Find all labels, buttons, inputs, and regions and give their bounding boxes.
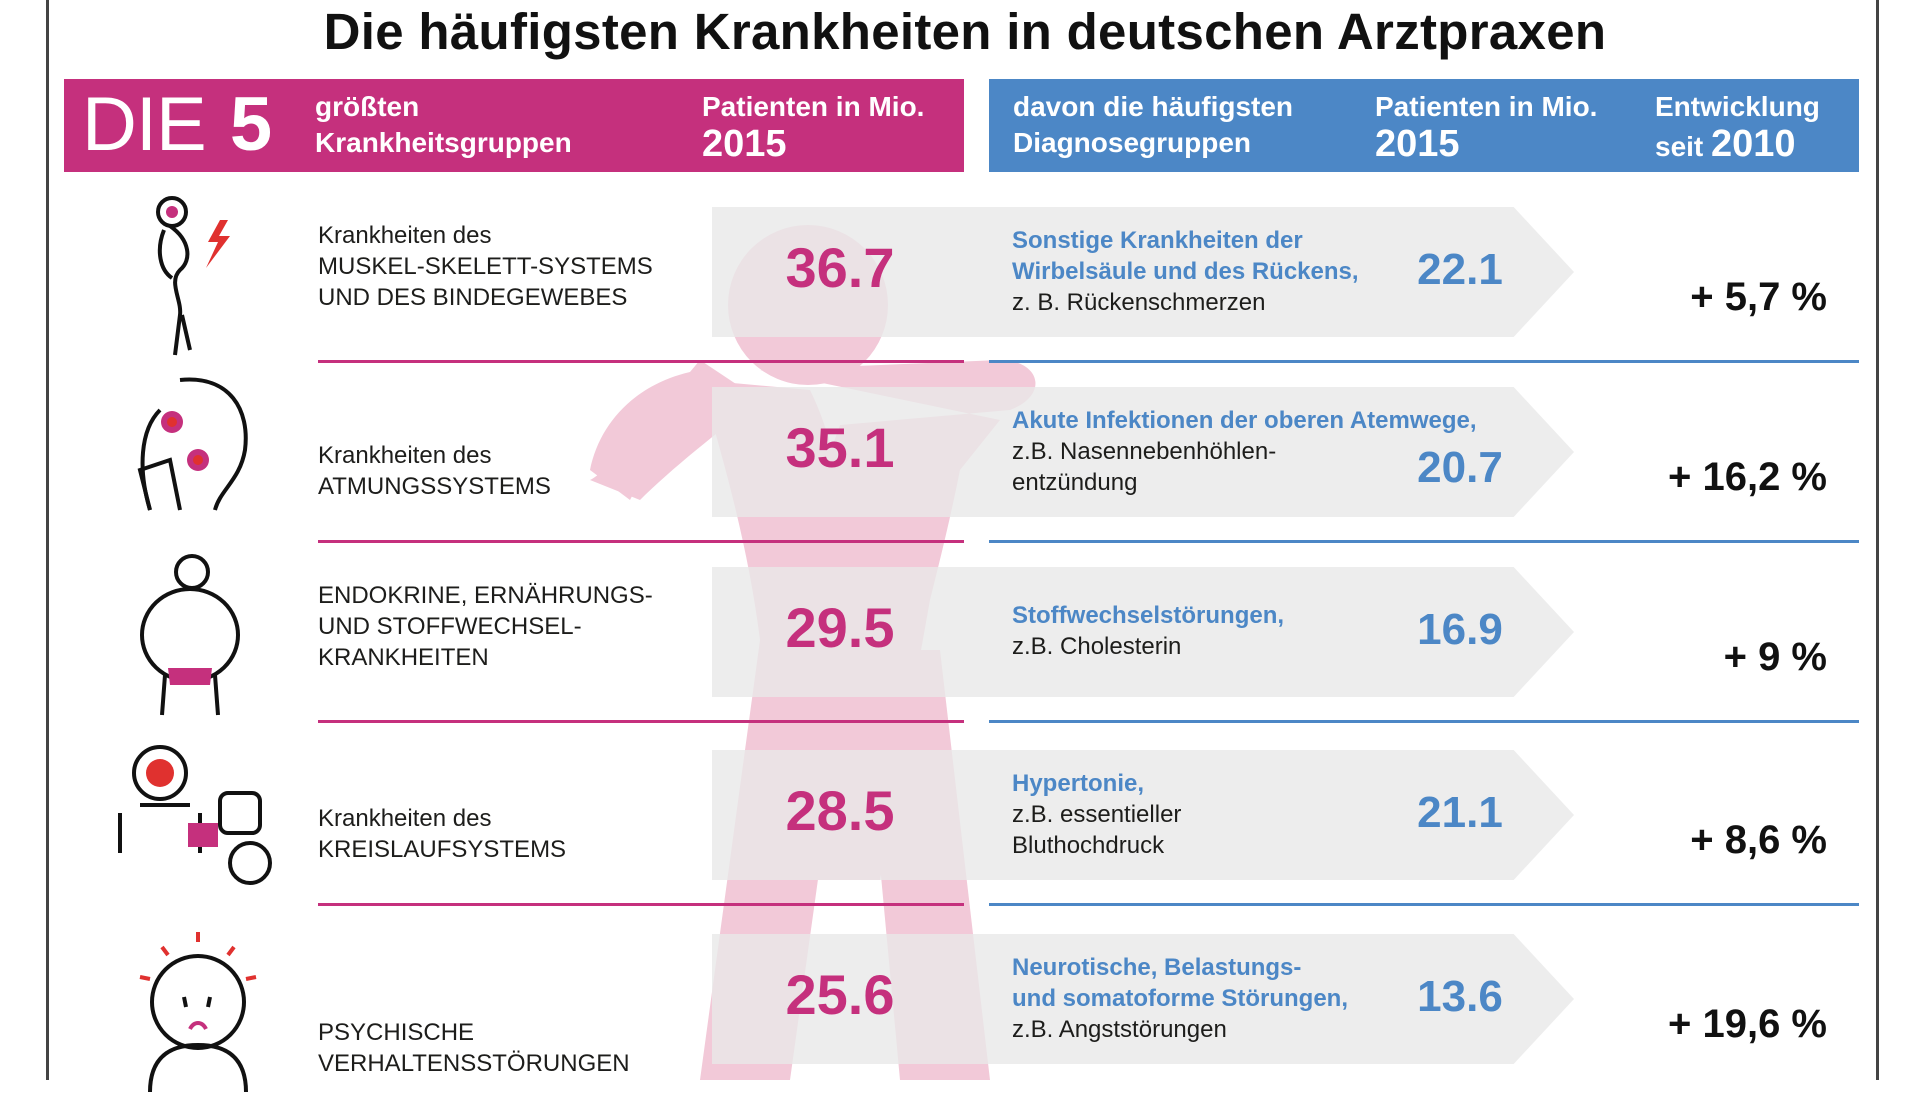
header-patients-label: Patienten in Mio. 2015 <box>702 89 924 163</box>
diagnosis-patients-value: 20.7 <box>1417 443 1503 492</box>
value-band <box>712 207 1574 337</box>
trend-value: + 19,6 % <box>1667 1002 1827 1046</box>
sinus-pain-icon <box>120 370 260 535</box>
disease-group-line: Krankheiten des <box>318 442 492 469</box>
patients-value: 25.6 <box>785 963 895 1026</box>
anxious-face-icon <box>110 917 280 1097</box>
disease-group-line: VERHALTENSSTÖRUNGEN <box>318 1050 630 1077</box>
diagnosis-patients-value: 21.1 <box>1417 788 1503 837</box>
value-band <box>712 750 1574 880</box>
header-diagnosis-groups: davon die häufigsten Diagnosegruppen Pat… <box>989 79 1859 172</box>
header-groups-line2: Krankheitsgruppen <box>315 127 572 158</box>
header-diag-patients-year: 2015 <box>1375 123 1460 165</box>
disease-group-line: PSYCHISCHE <box>318 1019 475 1046</box>
header-diag-line2: Diagnosegruppen <box>1013 127 1252 158</box>
header-die-text: DIE <box>82 82 207 167</box>
header-trend-label: Entwicklung seit 2010 <box>1655 89 1820 165</box>
header-groups-line1: größten <box>315 91 420 122</box>
header-trend-line2: seit 2010 <box>1655 125 1820 165</box>
disease-group-label: Krankheiten des ATMUNGSSYSTEMS <box>318 440 551 502</box>
value-band <box>712 934 1574 1064</box>
disease-group-line: UND DES BINDEGEWEBES <box>318 284 628 311</box>
disease-group-line: UND STOFFWECHSEL- <box>318 613 582 640</box>
row-separator-blue <box>989 903 1859 906</box>
row-separator-pink <box>318 720 964 723</box>
diagnosis-example-line: z.B. Nasennebenhöhlen- <box>1012 438 1277 465</box>
diagnosis-example-line: z.B. Cholesterin <box>1012 633 1182 660</box>
header-disease-groups: DIE 5 größten Krankheitsgruppen Patiente… <box>64 79 964 172</box>
row-separator-pink <box>318 360 964 363</box>
header-diag-label: davon die häufigsten Diagnosegruppen <box>1013 89 1293 161</box>
diagnosis-group: Stoffwechselstörungen, z.B. Cholesterin <box>1012 600 1284 662</box>
header-diag-line1: davon die häufigsten <box>1013 91 1294 122</box>
disease-group-line: Krankheiten des <box>318 805 492 832</box>
diagnosis-example-line: Bluthochdruck <box>1012 832 1165 859</box>
disease-group-line: KREISLAUFSYSTEMS <box>318 836 567 863</box>
diagnosis-patients-value: 22.1 <box>1417 245 1503 294</box>
patients-value: 36.7 <box>785 236 895 299</box>
row-separator-blue <box>989 540 1859 543</box>
disease-group-label: PSYCHISCHE VERHALTENSSTÖRUNGEN <box>318 1017 630 1079</box>
disease-group-line: MUSKEL-SKELETT-SYSTEMS <box>318 253 653 280</box>
header-five-number: 5 <box>229 82 272 167</box>
header-patients-year: 2015 <box>702 123 787 165</box>
diagnosis-group: Hypertonie, z.B. essentieller Bluthochdruc… <box>1012 768 1181 861</box>
diagnosis-patients-value: 13.6 <box>1417 972 1503 1021</box>
page-title: Die häufigsten Krankheiten in deutschen … <box>323 3 1607 60</box>
disease-group-label: Krankheiten des KREISLAUFSYSTEMS <box>318 803 566 865</box>
disease-group-label: Krankheiten des MUSKEL-SKELETT-SYSTEMS UND… <box>318 220 653 313</box>
diagnosis-example-line: z.B. essentieller <box>1012 801 1182 828</box>
disease-group-line: ATMUNGSSYSTEMS <box>318 473 551 500</box>
diagnosis-name-line: Akute Infektionen der oberen Atemwege, <box>1012 407 1477 434</box>
header-diag-patients-line1: Patienten in Mio. <box>1375 91 1598 122</box>
patients-value: 28.5 <box>785 779 895 842</box>
row-separator-blue <box>989 720 1859 723</box>
trend-value: + 5,7 % <box>1690 275 1827 319</box>
diagnosis-name-line: Stoffwechselstörungen, <box>1012 602 1285 629</box>
frame-right-border <box>1876 0 1879 1080</box>
header-diag-patients-label: Patienten in Mio. 2015 <box>1375 89 1597 163</box>
diagnosis-example-line: entzündung <box>1012 469 1138 496</box>
diagnosis-example-line: z. B. Rückenschmerzen <box>1012 289 1266 316</box>
frame-left-border <box>46 0 49 1080</box>
row-separator-pink <box>318 903 964 906</box>
diagnosis-name-line: Wirbelsäule und des Rückens, <box>1012 258 1359 285</box>
header-patients-line1: Patienten in Mio. <box>702 91 925 122</box>
header-trend-year: 2010 <box>1711 123 1796 165</box>
patients-value: 29.5 <box>785 596 895 659</box>
header-trend-prefix: seit <box>1655 131 1704 162</box>
diagnosis-name-line: Sonstige Krankheiten der <box>1012 227 1303 254</box>
diagnosis-group: Akute Infektionen der oberen Atemwege, z.… <box>1012 405 1477 498</box>
diagnosis-name-line: Neurotische, Belastungs- <box>1012 954 1302 981</box>
diagnosis-name-line: Hypertonie, <box>1012 770 1145 797</box>
disease-group-line: ENDOKRINE, ERNÄHRUNGS- <box>318 582 653 609</box>
value-band <box>712 387 1574 517</box>
trend-value: + 8,6 % <box>1690 818 1827 862</box>
disease-group-line: Krankheiten des <box>318 222 492 249</box>
diagnosis-patients-value: 16.9 <box>1417 605 1503 654</box>
blood-pressure-icon <box>100 733 280 913</box>
back-pain-icon <box>120 190 260 370</box>
row-separator-blue <box>989 360 1859 363</box>
header-groups-label: größten Krankheitsgruppen <box>315 89 572 161</box>
patients-value: 35.1 <box>785 416 895 479</box>
row-separator-pink <box>318 540 964 543</box>
diagnosis-name-line: und somatoforme Störungen, <box>1012 985 1348 1012</box>
diagnosis-group: Sonstige Krankheiten der Wirbelsäule und … <box>1012 225 1359 318</box>
disease-group-line: KRANKHEITEN <box>318 644 489 671</box>
overweight-person-icon <box>120 550 260 730</box>
header-trend-line1: Entwicklung <box>1655 91 1820 122</box>
header-die5: DIE 5 <box>82 82 272 167</box>
value-band <box>712 567 1574 697</box>
trend-value: + 16,2 % <box>1667 455 1827 499</box>
disease-group-label: ENDOKRINE, ERNÄHRUNGS- UND STOFFWECHSEL- K… <box>318 580 653 673</box>
diagnosis-group: Neurotische, Belastungs-und somatoforme … <box>1012 952 1348 1045</box>
trend-value: + 9 % <box>1723 635 1827 679</box>
diagnosis-example-line: z.B. Angststörungen <box>1012 1016 1227 1043</box>
